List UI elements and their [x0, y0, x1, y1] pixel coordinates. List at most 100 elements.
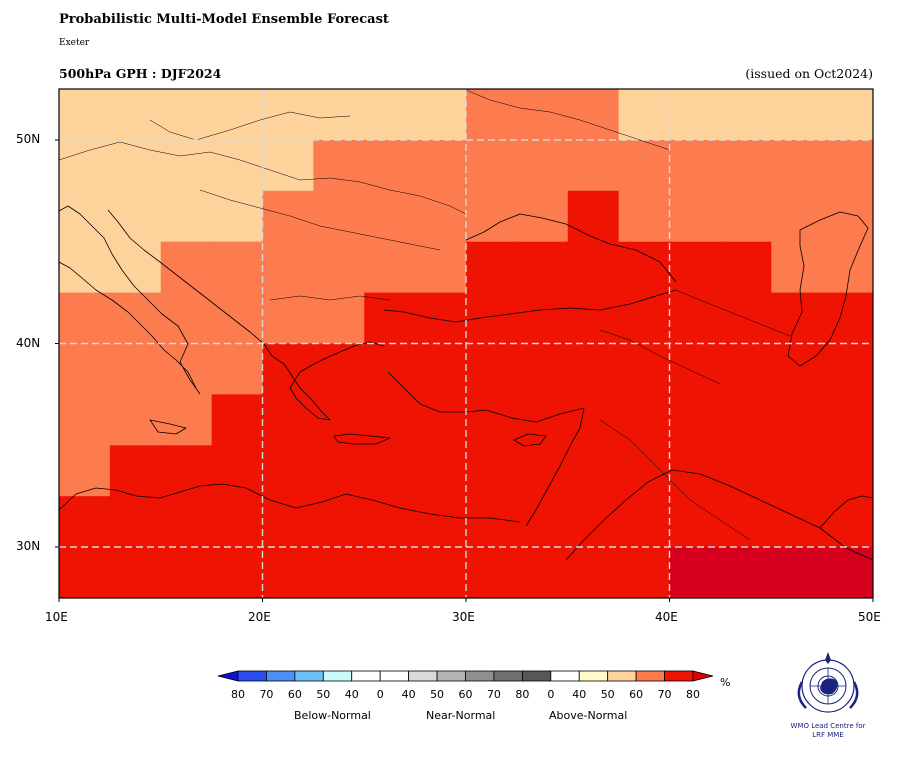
- map-cell: [466, 292, 518, 344]
- map-cell: [618, 292, 670, 344]
- map-cell: [313, 394, 365, 446]
- colorbar-tick-label: 0: [376, 688, 384, 701]
- map-cell: [160, 139, 213, 192]
- map-cell: [313, 89, 365, 141]
- map-cell: [415, 139, 467, 192]
- map-cell: [567, 343, 620, 395]
- map-cell: [262, 445, 314, 497]
- map-cell: [567, 394, 620, 446]
- map-cell: [364, 496, 416, 548]
- map-cell: [109, 89, 162, 141]
- colorbar-group-near: Near-Normal: [426, 709, 496, 722]
- map-cell: [59, 89, 111, 141]
- colorbar-tick-label: 60: [629, 688, 644, 701]
- map-cell: [364, 292, 416, 344]
- colorbar-swatch: [351, 670, 381, 682]
- lon-tick-40e: 40E: [655, 610, 678, 624]
- map-cell: [822, 139, 873, 192]
- map-cell: [466, 445, 518, 497]
- map-cell: [160, 343, 213, 395]
- coastline-turkey-north: [383, 289, 677, 323]
- map-cell: [771, 241, 823, 294]
- map-cell: [211, 89, 263, 141]
- map-cell: [415, 241, 467, 294]
- map-cell: [211, 547, 263, 598]
- map-cell: [516, 292, 569, 344]
- map-cell: [720, 139, 772, 192]
- coastlines: [59, 89, 873, 561]
- map-cell: [109, 190, 162, 243]
- map-cell: [313, 547, 365, 598]
- map-cell: [59, 496, 111, 548]
- map-cell: [466, 89, 518, 141]
- map-cell: [822, 394, 873, 446]
- coastline-cyprus: [513, 433, 547, 447]
- coastline-greece: [263, 341, 385, 421]
- map-cell: [618, 241, 670, 294]
- map-cell: [669, 139, 721, 192]
- map-cell: [262, 190, 314, 243]
- country-borders: [59, 89, 791, 541]
- coastline-persian-gulf: [819, 495, 873, 529]
- colorbar-under-arrow: [217, 670, 239, 682]
- map-cell: [59, 445, 111, 497]
- colorbar-tick-label: 70: [657, 688, 672, 701]
- map-cell: [720, 445, 772, 497]
- map-cell: [466, 496, 518, 548]
- map-cell: [262, 292, 314, 344]
- colorbar-tick-label: 80: [686, 688, 700, 701]
- map-cell: [160, 496, 213, 548]
- lat-tick-40n: 40N: [16, 336, 41, 350]
- map-cell: [771, 547, 823, 598]
- map-cell: [618, 394, 670, 446]
- coastline-crete: [333, 433, 391, 445]
- map-cell: [109, 292, 162, 344]
- coastline-north-africa: [59, 483, 521, 523]
- map-cell: [109, 496, 162, 548]
- map-cell: [364, 139, 416, 192]
- map-cell: [59, 343, 111, 395]
- map-cell: [109, 241, 162, 294]
- map-cell: [669, 496, 721, 548]
- map-cell: [618, 547, 670, 598]
- map-cell: [160, 190, 213, 243]
- colorbar-tick-label: 50: [316, 688, 331, 701]
- colorbar-swatch: [436, 670, 466, 682]
- map-cell: [109, 394, 162, 446]
- map-cell: [415, 445, 467, 497]
- colorbar-swatch: [521, 670, 552, 682]
- colorbar-tick-label: 0: [547, 688, 555, 701]
- graticule: [59, 89, 873, 598]
- map-cell: [567, 89, 620, 141]
- coastline-italy-east: [59, 261, 197, 389]
- map-cell: [109, 445, 162, 497]
- map-cell: [262, 89, 314, 141]
- map-cell: [211, 343, 263, 395]
- map-cell: [466, 241, 518, 294]
- colorbar-swatch: [266, 670, 296, 682]
- map-cell: [771, 343, 823, 395]
- colorbar-tick-label: 50: [600, 688, 615, 701]
- map-cell: [313, 139, 365, 192]
- colorbar-tick-label: 40: [572, 688, 587, 701]
- map-cell: [720, 394, 772, 446]
- map-cell: [771, 292, 823, 344]
- map-cell: [618, 445, 670, 497]
- map-cell: [669, 343, 721, 395]
- map-cell: [567, 445, 620, 497]
- map-cell: [211, 394, 263, 446]
- map-cell: [415, 343, 467, 395]
- map-cell: [364, 445, 416, 497]
- map-cell: [364, 89, 416, 141]
- map-cell: [211, 241, 263, 294]
- map-cell: [669, 89, 721, 141]
- map-cell: [313, 343, 365, 395]
- map-cell: [160, 292, 213, 344]
- colorbar-swatch: [408, 670, 438, 682]
- map-cell: [415, 89, 467, 141]
- colorbar-swatch: [493, 670, 523, 682]
- colorbar-swatch: [294, 670, 324, 682]
- map-cell: [771, 445, 823, 497]
- map-cell: [567, 241, 620, 294]
- map-cell: [415, 496, 467, 548]
